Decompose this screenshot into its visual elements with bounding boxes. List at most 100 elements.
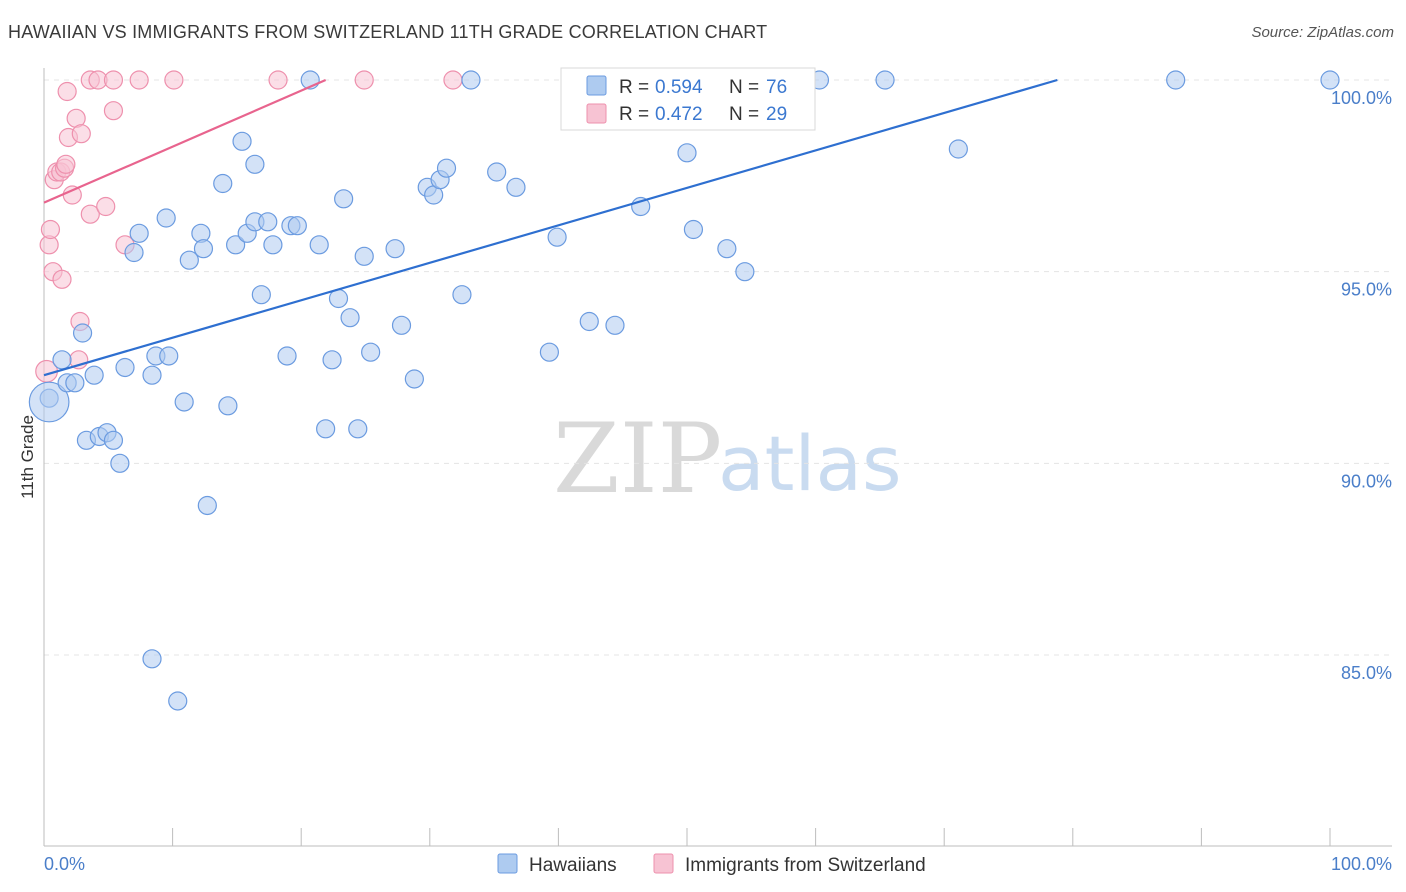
hawaiians-point [340,308,360,328]
x-tick-label-min: 0.0% [44,854,85,874]
hawaiians-point [579,311,599,332]
hawaiians-point [436,158,457,178]
hawaiians-point [142,649,162,669]
hawaiians-point [322,350,342,370]
hawaiians-point [251,285,271,305]
swiss-point [71,124,91,144]
hawaiians-point [168,691,188,711]
hawaiians-point [142,365,162,385]
hawaiians-point [547,227,567,247]
legend-swatch-hawaiians [586,75,607,96]
legend-r-label-swiss: R = [619,104,649,125]
legend-r-value-hawaiians: 0.594 [655,77,703,98]
hawaiians-point [334,189,354,209]
y-tick-label: 95.0% [1341,280,1392,300]
hawaiians-point [258,212,278,232]
watermark-zip: ZIP [553,403,722,515]
series-hawaiians-points [28,70,1340,711]
correlation-legend: R = 0.594 N = 76 R = 0.472 N = 29 [560,67,816,131]
hawaiians-point [361,342,381,362]
hawaiians-point [197,495,217,516]
bottom-legend-label-hawaiians: Hawaiians [529,855,617,876]
bottom-legend-label-swiss: Immigrants from Switzerland [685,855,926,876]
hawaiians-point [115,357,135,378]
hawaiians-point [72,323,93,343]
y-tick-labels: 85.0% 90.0% 95.0% 100.0% [1331,88,1392,683]
hawaiians-point [218,396,238,416]
hawaiians-point [226,235,246,255]
hawaiians-point [404,369,424,389]
hawaiians-point [84,365,104,385]
hawaiians-point [461,70,481,90]
swiss-point [129,70,149,90]
hawaiians-point [129,223,149,243]
swiss-point [103,70,124,90]
hawaiians-point [1166,70,1186,90]
legend-r-label-hawaiians: R = [619,77,649,98]
hawaiians-point [735,262,755,282]
y-tick-label: 100.0% [1331,88,1392,108]
legend-n-label-swiss: N = [729,104,759,125]
legend-swatch-swiss [586,103,607,124]
hawaiians-point [1320,70,1340,90]
hawaiians-point [232,131,252,151]
legend-n-value-swiss: 29 [766,104,787,125]
hawaiians-point [717,239,737,259]
hawaiians-point [354,246,374,266]
hawaiians-point [348,419,368,439]
hawaiians-point [287,216,307,236]
swiss-trend-line [43,78,327,204]
legend-r-value-swiss: 0.472 [655,104,703,125]
hawaiians-point [159,346,179,366]
hawaiians-point [385,239,405,259]
hawaiians-point [506,177,526,197]
hawaiians-point [948,139,968,159]
legend-n-value-hawaiians: 76 [766,77,787,98]
y-tick-label: 90.0% [1341,471,1392,491]
swiss-point [354,70,374,90]
hawaiians-point [316,419,336,439]
hawaiians-point [875,70,895,90]
hawaiians-point [124,242,144,263]
hawaiians-point [263,235,283,255]
x-tick-label-max: 100.0% [1331,854,1392,874]
y-axis-label: 11th Grade [18,415,37,499]
hawaiians-point [28,381,70,423]
swiss-point [103,101,124,121]
y-tick-label: 85.0% [1341,663,1392,683]
swiss-point [443,70,463,90]
bottom-legend-swatch-swiss [653,853,674,874]
swiss-point [40,219,61,240]
series-legend: Hawaiians Immigrants from Switzerland [497,853,926,876]
hawaiians-point [103,430,124,450]
swiss-point [164,70,184,90]
axes [43,68,1392,847]
hawaiians-point [174,392,194,412]
swiss-point [80,204,100,224]
hawaiians-point [605,315,625,335]
hawaiians-point [156,208,176,228]
bottom-legend-swatch-hawaiians [497,853,518,874]
trend-lines [43,78,1058,377]
hawaiians-point [65,373,85,393]
hawaiians-trend-line [43,78,1058,377]
hawaiians-point [683,219,704,240]
hawaiians-point [277,346,297,366]
legend-n-label-hawaiians: N = [729,77,759,98]
hawaiians-point [52,350,72,370]
source-label: Source: ZipAtlas.com [1251,24,1394,41]
hawaiians-point [110,453,130,473]
hawaiians-point [391,315,412,335]
swiss-point [56,154,76,174]
hawaiians-point [539,342,559,362]
hawaiians-point [452,285,472,305]
hawaiians-point [193,239,214,259]
hawaiians-point [309,235,329,255]
swiss-point [268,70,288,90]
swiss-point [52,269,72,289]
hawaiians-point [179,250,199,270]
hawaiians-point [677,143,697,163]
chart-title: HAWAIIAN VS IMMIGRANTS FROM SWITZERLAND … [8,22,768,42]
swiss-point [57,81,77,102]
